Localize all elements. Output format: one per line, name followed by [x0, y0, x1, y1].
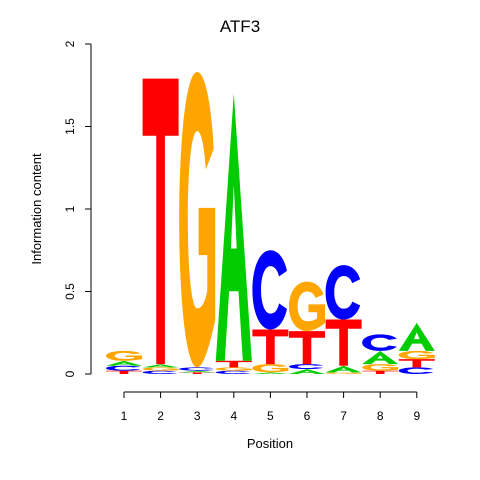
logo-stacks — [106, 72, 435, 374]
logo-letter-t — [325, 319, 362, 366]
logo-letter-c — [215, 370, 251, 374]
x-tick-label: 7 — [340, 409, 347, 423]
logo-stack-pos-2 — [142, 78, 179, 374]
logo-stack-pos-7 — [325, 265, 362, 374]
logo-letter-c — [398, 367, 434, 374]
logo-stack-pos-5 — [252, 250, 289, 374]
logo-letter-c — [179, 367, 214, 371]
logo-letter-a — [252, 372, 289, 374]
logo-letter-t — [215, 360, 252, 368]
logo-letter-a — [362, 350, 399, 365]
x-tick-label: 9 — [413, 409, 420, 423]
y-tick-label: 1 — [63, 205, 77, 212]
x-axis-label: Position — [247, 436, 293, 451]
logo-stack-pos-8 — [362, 334, 399, 374]
x-tick-label: 8 — [377, 409, 384, 423]
logo-letter-g — [215, 367, 252, 371]
y-tick-label: 2 — [63, 40, 77, 47]
logo-stack-pos-6 — [289, 281, 325, 374]
x-tick-label: 3 — [194, 409, 201, 423]
x-tick-label: 2 — [157, 409, 164, 423]
logo-letter-g — [252, 364, 289, 373]
logo-letter-t — [179, 372, 216, 374]
x-axis: 1 2 3 4 5 6 7 8 9 — [121, 391, 420, 423]
logo-letter-a — [179, 370, 216, 373]
logo-stack-pos-1 — [106, 350, 142, 374]
logo-letter-t — [252, 329, 289, 365]
logo-letter-a — [142, 364, 179, 368]
logo-letter-g — [106, 350, 142, 361]
logo-letter-t — [362, 370, 399, 374]
logo-letter-c — [106, 365, 141, 371]
x-tick-label: 6 — [304, 409, 311, 423]
logo-letter-g — [142, 367, 179, 371]
logo-letter-c — [252, 250, 287, 330]
logo-letter-a — [215, 93, 252, 361]
logo-stack-pos-9 — [398, 322, 435, 374]
y-tick-label: 1.5 — [63, 118, 77, 135]
logo-letter-c — [362, 334, 397, 351]
logo-letter-t — [398, 359, 435, 368]
logo-stack-pos-3 — [179, 72, 216, 374]
y-axis: 0 0.5 1 1.5 2 — [63, 40, 92, 377]
logo-letter-t — [142, 78, 179, 365]
x-tick-label: 1 — [121, 409, 128, 423]
logo-letter-a — [398, 322, 435, 351]
chart-title: ATF3 — [220, 17, 260, 36]
logo-letter-c — [142, 370, 178, 374]
y-tick-label: 0 — [63, 370, 77, 377]
logo-letter-a — [289, 369, 325, 374]
logo-letter-t — [289, 331, 325, 365]
logo-letter-g — [179, 72, 216, 368]
logo-letter-g — [362, 364, 399, 371]
logo-letter-a — [325, 365, 362, 373]
y-tick-label: 0.5 — [63, 283, 77, 300]
logo-letter-g — [289, 281, 325, 332]
logo-letter-t — [106, 370, 142, 374]
logo-letter-c — [289, 364, 324, 370]
logo-stack-pos-4 — [215, 93, 252, 374]
logo-letter-a — [106, 360, 142, 366]
logo-letter-g — [325, 372, 362, 374]
x-tick-label: 5 — [267, 409, 274, 423]
y-axis-label: Information content — [29, 153, 44, 265]
logo-letter-c — [325, 265, 361, 320]
logo-letter-g — [398, 350, 435, 360]
x-tick-label: 4 — [230, 409, 237, 423]
